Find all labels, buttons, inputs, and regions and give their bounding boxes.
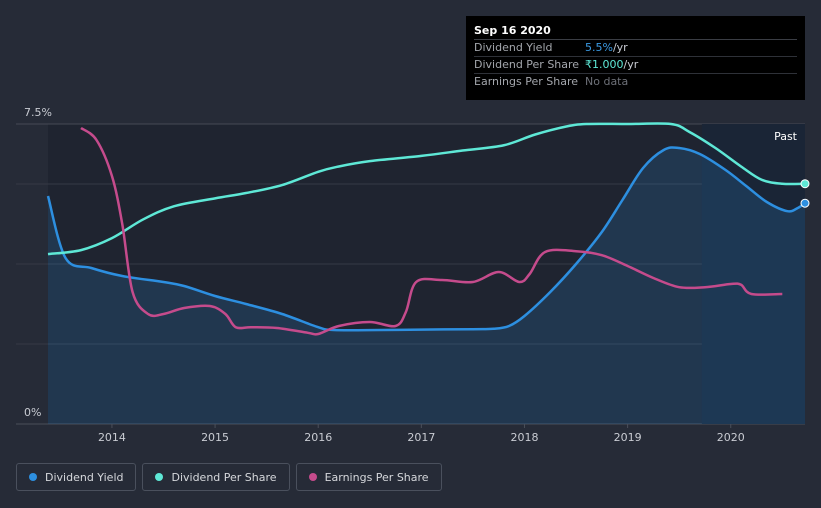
- tooltip-date: Sep 16 2020: [474, 22, 797, 40]
- tooltip-value: ₹1.000: [585, 58, 624, 71]
- tooltip-unit: /yr: [612, 41, 628, 54]
- tooltip-label: Earnings Per Share: [474, 75, 579, 88]
- dividend-yield-area: [48, 147, 805, 424]
- y-axis-ticks: 0% 7.5%: [24, 106, 52, 419]
- tooltip-label: Dividend Yield: [474, 41, 553, 54]
- dividend-per-share-marker: [800, 179, 810, 189]
- dividend-per-share-line[interactable]: [47, 122, 806, 256]
- x-tick-label: 2017: [407, 431, 435, 444]
- legend-label: Earnings Per Share: [324, 470, 429, 484]
- tooltip-label: Dividend Per Share: [474, 58, 580, 71]
- gridlines: [16, 123, 805, 425]
- legend: Dividend Yield Dividend Per Share Earnin…: [16, 463, 442, 491]
- earnings-per-share-line[interactable]: [80, 126, 783, 336]
- tooltip: Sep 16 2020 Dividend Yield 5.5% /yr Divi…: [466, 16, 805, 100]
- tooltip-row-earnings-per-share: Earnings Per Share No data: [474, 74, 797, 90]
- dot-icon: [155, 473, 164, 481]
- plot-background: [48, 124, 805, 424]
- y-tick-label: 0%: [24, 406, 41, 419]
- tooltip-value: No data: [585, 75, 629, 88]
- legend-dividend-yield[interactable]: Dividend Yield: [16, 463, 137, 491]
- tooltip-row-dividend-per-share: Dividend Per Share ₹1.000 /yr: [474, 57, 797, 74]
- tooltip-row-dividend-yield: Dividend Yield 5.5% /yr: [474, 40, 797, 57]
- dot-icon: [308, 473, 317, 481]
- x-axis-ticks: 2014 2015 2016 2017 2018 2019 2020: [98, 424, 745, 444]
- dividend-yield-line[interactable]: [46, 146, 806, 332]
- x-tick-label: 2019: [614, 431, 642, 444]
- dot-icon: [29, 473, 37, 481]
- tooltip-value: 5.5%: [585, 41, 613, 54]
- x-tick-label: 2014: [98, 431, 126, 444]
- y-tick-label: 7.5%: [24, 106, 52, 119]
- legend-earnings-per-share[interactable]: Earnings Per Share: [295, 463, 442, 491]
- x-tick-label: 2020: [717, 431, 745, 444]
- legend-label: Dividend Per Share: [171, 470, 277, 484]
- x-tick-label: 2016: [304, 431, 332, 444]
- legend-label: Dividend Yield: [45, 470, 124, 484]
- x-tick-label: 2018: [510, 431, 538, 444]
- x-tick-label: 2015: [201, 431, 229, 444]
- dividend-yield-marker: [800, 198, 810, 208]
- past-label: Past: [774, 130, 798, 143]
- legend-dividend-per-share[interactable]: Dividend Per Share: [142, 463, 290, 491]
- tooltip-unit: /yr: [623, 58, 639, 71]
